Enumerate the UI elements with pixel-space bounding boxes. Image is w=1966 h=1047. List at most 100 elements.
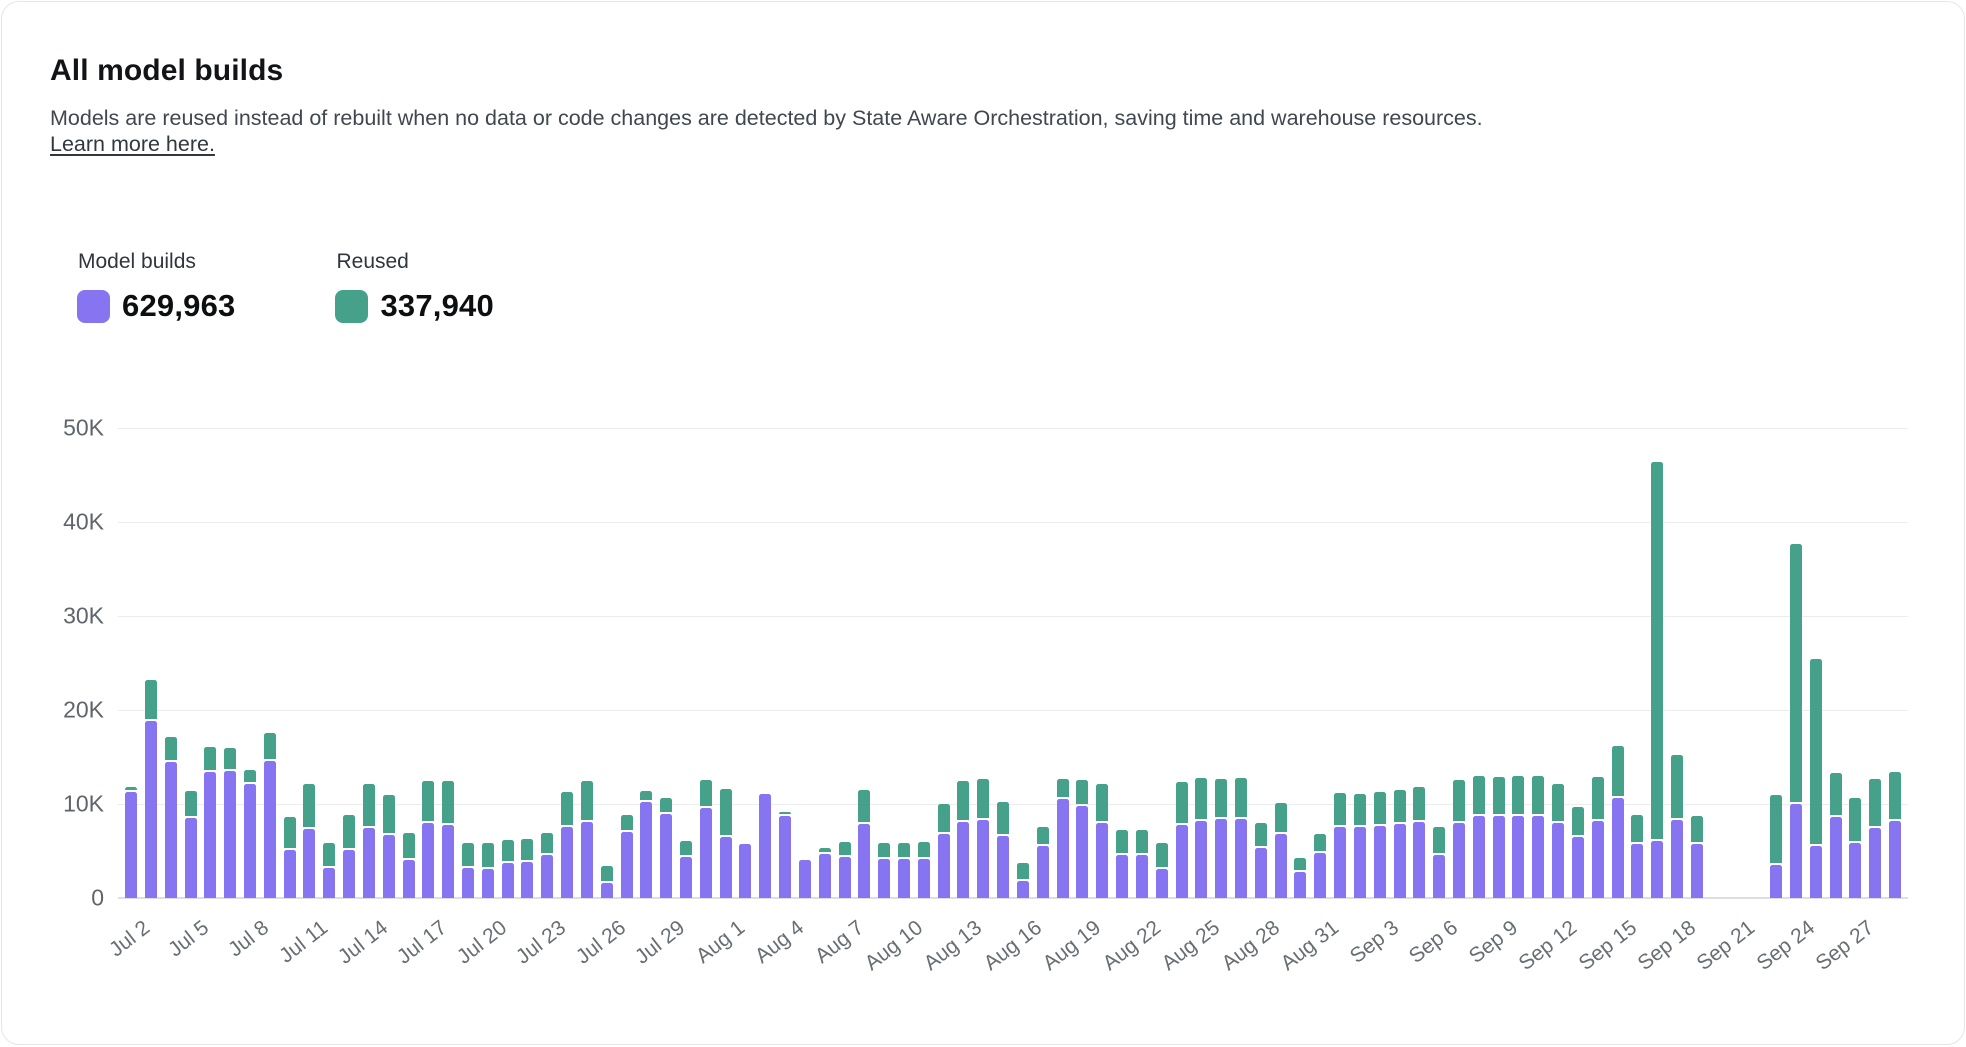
bar-model-builds-aug-27[interactable] bbox=[1234, 819, 1247, 898]
bar-reused-jul-17[interactable] bbox=[422, 781, 435, 821]
bar-reused-aug-22[interactable] bbox=[1135, 830, 1148, 853]
bar-model-builds-aug-30[interactable] bbox=[1294, 871, 1307, 898]
bar-reused-jul-11[interactable] bbox=[303, 784, 316, 828]
bar-model-builds-sep-4[interactable] bbox=[1393, 823, 1406, 898]
bar-model-builds-aug-12[interactable] bbox=[937, 834, 950, 898]
bar-model-builds-jul-21[interactable] bbox=[501, 863, 514, 898]
bar-reused-jul-7[interactable] bbox=[224, 748, 237, 770]
bar-model-builds-aug-15[interactable] bbox=[997, 836, 1010, 898]
bar-reused-jul-15[interactable] bbox=[382, 794, 395, 833]
bar-reused-jul-26[interactable] bbox=[600, 866, 613, 881]
bar-model-builds-jul-14[interactable] bbox=[362, 828, 375, 898]
bar-model-builds-aug-16[interactable] bbox=[1016, 881, 1029, 898]
bar-reused-jul-6[interactable] bbox=[204, 746, 217, 770]
bar-reused-aug-11[interactable] bbox=[917, 841, 930, 857]
bar-model-builds-aug-19[interactable] bbox=[1076, 805, 1089, 898]
bar-model-builds-aug-20[interactable] bbox=[1096, 822, 1109, 898]
bar-reused-jul-31[interactable] bbox=[699, 779, 712, 806]
bar-model-builds-aug-23[interactable] bbox=[1155, 868, 1168, 898]
bar-model-builds-jul-13[interactable] bbox=[343, 850, 355, 898]
bar-model-builds-aug-8[interactable] bbox=[858, 823, 871, 898]
bar-model-builds-aug-5[interactable] bbox=[798, 860, 811, 898]
bar-model-builds-sep-23[interactable] bbox=[1770, 865, 1783, 898]
bar-reused-sep-13[interactable] bbox=[1571, 806, 1584, 835]
bar-reused-jul-23[interactable] bbox=[541, 833, 554, 853]
bar-reused-sep-9[interactable] bbox=[1492, 776, 1505, 815]
bar-model-builds-aug-31[interactable] bbox=[1314, 852, 1327, 898]
bar-reused-aug-4[interactable] bbox=[779, 812, 792, 815]
bar-model-builds-sep-2[interactable] bbox=[1353, 826, 1366, 898]
bar-model-builds-sep-16[interactable] bbox=[1631, 843, 1644, 898]
bar-reused-aug-15[interactable] bbox=[997, 802, 1010, 834]
bar-model-builds-sep-6[interactable] bbox=[1433, 854, 1446, 898]
bar-reused-jul-21[interactable] bbox=[501, 839, 514, 862]
bar-model-builds-aug-11[interactable] bbox=[917, 858, 930, 898]
bar-model-builds-sep-19[interactable] bbox=[1690, 843, 1703, 898]
bar-model-builds-sep-3[interactable] bbox=[1373, 825, 1386, 898]
bar-model-builds-jul-19[interactable] bbox=[461, 867, 474, 898]
bar-model-builds-aug-9[interactable] bbox=[878, 858, 891, 898]
bar-reused-sep-18[interactable] bbox=[1671, 755, 1683, 818]
bar-model-builds-jul-23[interactable] bbox=[541, 854, 554, 898]
bar-model-builds-aug-14[interactable] bbox=[977, 820, 990, 898]
bar-reused-sep-24[interactable] bbox=[1789, 543, 1802, 802]
bar-reused-jul-3[interactable] bbox=[144, 679, 157, 720]
bar-model-builds-jul-17[interactable] bbox=[422, 822, 435, 898]
bar-reused-sep-10[interactable] bbox=[1512, 775, 1525, 815]
bar-reused-jul-9[interactable] bbox=[263, 732, 276, 759]
bar-model-builds-aug-21[interactable] bbox=[1116, 854, 1128, 898]
bar-model-builds-jul-16[interactable] bbox=[402, 860, 415, 898]
bar-reused-jul-29[interactable] bbox=[660, 798, 673, 813]
bar-reused-aug-8[interactable] bbox=[858, 789, 871, 822]
bar-model-builds-aug-26[interactable] bbox=[1215, 819, 1228, 898]
bar-reused-aug-9[interactable] bbox=[878, 843, 891, 857]
bar-reused-sep-14[interactable] bbox=[1591, 776, 1604, 819]
bar-model-builds-jul-4[interactable] bbox=[164, 761, 177, 898]
bar-model-builds-jul-18[interactable] bbox=[442, 824, 455, 898]
bar-reused-aug-26[interactable] bbox=[1215, 779, 1228, 817]
bar-model-builds-sep-9[interactable] bbox=[1492, 816, 1505, 898]
bar-reused-jul-27[interactable] bbox=[620, 815, 633, 831]
bar-model-builds-aug-18[interactable] bbox=[1056, 799, 1069, 898]
bar-model-builds-jul-28[interactable] bbox=[640, 802, 653, 898]
bar-reused-aug-10[interactable] bbox=[898, 843, 910, 857]
bar-model-builds-aug-2[interactable] bbox=[739, 844, 752, 898]
bar-reused-sep-3[interactable] bbox=[1373, 791, 1386, 824]
bar-reused-sep-6[interactable] bbox=[1433, 827, 1446, 853]
bar-reused-jul-13[interactable] bbox=[343, 815, 355, 849]
bar-model-builds-aug-17[interactable] bbox=[1036, 846, 1049, 898]
bar-model-builds-jul-12[interactable] bbox=[323, 867, 336, 898]
bar-reused-sep-17[interactable] bbox=[1651, 461, 1664, 839]
bar-model-builds-aug-22[interactable] bbox=[1135, 854, 1148, 898]
bar-model-builds-jul-31[interactable] bbox=[699, 807, 712, 898]
bar-model-builds-jul-6[interactable] bbox=[204, 772, 217, 898]
bar-model-builds-sep-1[interactable] bbox=[1334, 826, 1346, 898]
bar-model-builds-sep-7[interactable] bbox=[1452, 822, 1465, 898]
bar-model-builds-sep-5[interactable] bbox=[1413, 821, 1426, 898]
bar-reused-sep-7[interactable] bbox=[1452, 780, 1465, 821]
bar-reused-sep-29[interactable] bbox=[1889, 771, 1901, 819]
bar-reused-jul-16[interactable] bbox=[402, 833, 415, 859]
bar-model-builds-sep-13[interactable] bbox=[1571, 836, 1584, 898]
bar-model-builds-aug-25[interactable] bbox=[1195, 820, 1208, 898]
bar-reused-sep-26[interactable] bbox=[1829, 772, 1842, 816]
bar-reused-aug-28[interactable] bbox=[1254, 822, 1267, 847]
bar-model-builds-jul-22[interactable] bbox=[521, 862, 534, 898]
bar-model-builds-sep-28[interactable] bbox=[1869, 827, 1882, 898]
bar-model-builds-jul-2[interactable] bbox=[125, 791, 137, 898]
bar-model-builds-sep-14[interactable] bbox=[1591, 820, 1604, 898]
bar-reused-aug-20[interactable] bbox=[1096, 784, 1109, 821]
bar-model-builds-jul-8[interactable] bbox=[243, 784, 256, 898]
bar-reused-aug-24[interactable] bbox=[1175, 782, 1188, 823]
bar-reused-jul-8[interactable] bbox=[243, 770, 256, 783]
bar-reused-aug-27[interactable] bbox=[1234, 777, 1247, 817]
bar-reused-jul-28[interactable] bbox=[640, 790, 653, 801]
bar-reused-sep-28[interactable] bbox=[1869, 778, 1882, 826]
bar-reused-aug-30[interactable] bbox=[1294, 857, 1307, 870]
bar-reused-aug-21[interactable] bbox=[1116, 830, 1128, 853]
bar-reused-aug-19[interactable] bbox=[1076, 780, 1089, 804]
bar-reused-aug-12[interactable] bbox=[937, 803, 950, 833]
bar-model-builds-aug-29[interactable] bbox=[1274, 834, 1287, 898]
bar-reused-sep-4[interactable] bbox=[1393, 789, 1406, 822]
bar-reused-sep-19[interactable] bbox=[1690, 816, 1703, 842]
